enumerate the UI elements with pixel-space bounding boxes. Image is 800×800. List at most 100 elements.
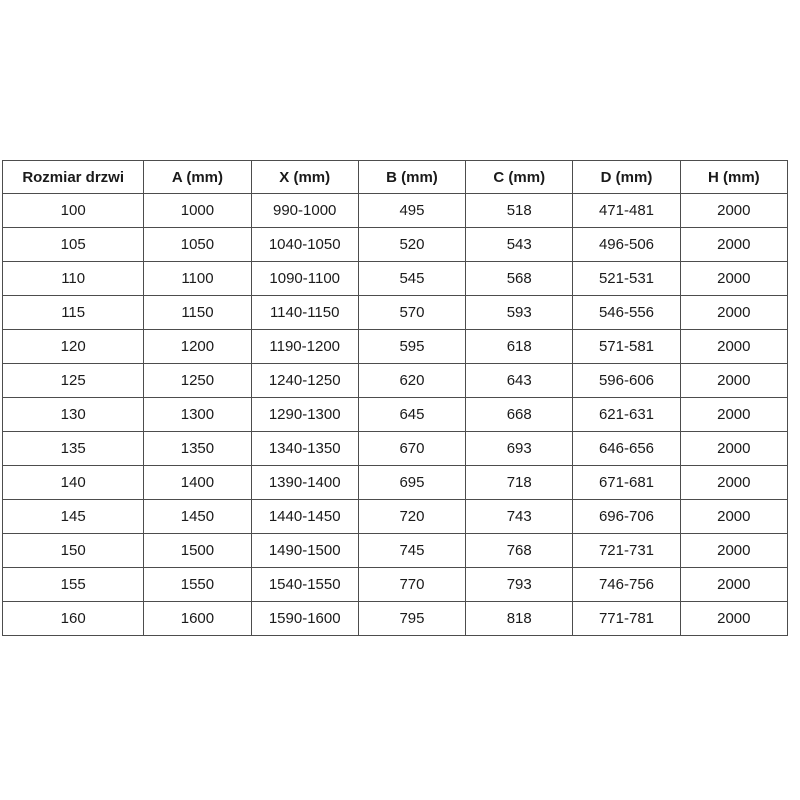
table-cell: 745 xyxy=(357,533,467,568)
table-cell: 545 xyxy=(357,261,467,296)
table-cell: 160 xyxy=(1,601,145,636)
table-cell: 570 xyxy=(357,295,467,330)
table-cell: 818 xyxy=(465,601,574,636)
table-cell: 593 xyxy=(465,295,574,330)
table-cell: 1090-1100 xyxy=(250,261,359,296)
table-cell: 620 xyxy=(357,363,467,398)
table-cell: 1150 xyxy=(143,295,252,330)
table-cell: 1540-1550 xyxy=(250,567,359,602)
table-cell: 596-606 xyxy=(572,363,681,398)
table-cell: 1450 xyxy=(143,499,252,534)
table-row: 145 1450 1440-1450 720 743 696-706 2000 xyxy=(1,499,789,534)
table-cell: 696-706 xyxy=(572,499,681,534)
table-cell: 1290-1300 xyxy=(250,397,359,432)
table-cell: 1000 xyxy=(143,193,252,228)
table-cell: 746-756 xyxy=(572,567,681,602)
table-cell: 100 xyxy=(1,193,145,228)
table-cell: 115 xyxy=(1,295,145,330)
table-cell: 795 xyxy=(357,601,467,636)
table-cell: 645 xyxy=(357,397,467,432)
table-cell: 1500 xyxy=(143,533,252,568)
table-row: 110 1100 1090-1100 545 568 521-531 2000 xyxy=(1,261,789,296)
table-cell: 571-581 xyxy=(572,329,681,364)
table-cell: 721-731 xyxy=(572,533,681,568)
table-cell: 568 xyxy=(465,261,574,296)
table-cell: 105 xyxy=(1,227,145,262)
table-cell: 2000 xyxy=(679,465,789,500)
table-row: 150 1500 1490-1500 745 768 721-731 2000 xyxy=(1,533,789,568)
column-header-d-mm: D (mm) xyxy=(572,160,681,194)
table-cell: 1190-1200 xyxy=(250,329,359,364)
column-header-h-mm: H (mm) xyxy=(679,160,789,194)
table-body: 100 1000 990-1000 495 518 471-481 2000 105 1050 1… xyxy=(1,193,789,636)
table-cell: 1600 xyxy=(143,601,252,636)
table-row: 140 1400 1390-1400 695 718 671-681 2000 xyxy=(1,465,789,500)
table-cell: 695 xyxy=(357,465,467,500)
table-cell: 668 xyxy=(465,397,574,432)
table-cell: 543 xyxy=(465,227,574,262)
table-cell: 1340-1350 xyxy=(250,431,359,466)
table-cell: 1300 xyxy=(143,397,252,432)
table-cell: 2000 xyxy=(679,295,789,330)
table-cell: 771-781 xyxy=(572,601,681,636)
table-cell: 155 xyxy=(1,567,145,602)
table-cell: 720 xyxy=(357,499,467,534)
table-row: 160 1600 1590-1600 795 818 771-781 2000 xyxy=(1,601,789,636)
table-cell: 621-631 xyxy=(572,397,681,432)
table-cell: 150 xyxy=(1,533,145,568)
column-header-x-mm: X (mm) xyxy=(250,160,359,194)
table-row: 100 1000 990-1000 495 518 471-481 2000 xyxy=(1,193,789,228)
table-cell: 125 xyxy=(1,363,145,398)
table-cell: 2000 xyxy=(679,431,789,466)
table-cell: 140 xyxy=(1,465,145,500)
table-cell: 120 xyxy=(1,329,145,364)
table-cell: 2000 xyxy=(679,533,789,568)
table-cell: 2000 xyxy=(679,499,789,534)
table-cell: 2000 xyxy=(679,227,789,262)
table-cell: 546-556 xyxy=(572,295,681,330)
table-cell: 1140-1150 xyxy=(250,295,359,330)
column-header-rozmiar-drzwi: Rozmiar drzwi xyxy=(1,160,145,194)
table-row: 115 1150 1140-1150 570 593 546-556 2000 xyxy=(1,295,789,330)
table-cell: 1350 xyxy=(143,431,252,466)
table-cell: 693 xyxy=(465,431,574,466)
table-cell: 990-1000 xyxy=(250,193,359,228)
table-cell: 768 xyxy=(465,533,574,568)
table-cell: 1490-1500 xyxy=(250,533,359,568)
table-cell: 718 xyxy=(465,465,574,500)
table-cell: 671-681 xyxy=(572,465,681,500)
table-row: 130 1300 1290-1300 645 668 621-631 2000 xyxy=(1,397,789,432)
column-header-b-mm: B (mm) xyxy=(357,160,467,194)
table-cell: 643 xyxy=(465,363,574,398)
table-cell: 1200 xyxy=(143,329,252,364)
table-cell: 2000 xyxy=(679,397,789,432)
column-header-a-mm: A (mm) xyxy=(143,160,252,194)
table-cell: 770 xyxy=(357,567,467,602)
table-cell: 595 xyxy=(357,329,467,364)
table-row: 105 1050 1040-1050 520 543 496-506 2000 xyxy=(1,227,789,262)
table-row: 155 1550 1540-1550 770 793 746-756 2000 xyxy=(1,567,789,602)
table-row: 135 1350 1340-1350 670 693 646-656 2000 xyxy=(1,431,789,466)
table-cell: 1550 xyxy=(143,567,252,602)
table-cell: 1440-1450 xyxy=(250,499,359,534)
table-cell: 1250 xyxy=(143,363,252,398)
door-size-table: Rozmiar drzwi A (mm) X (mm) B (mm) C (mm… xyxy=(1,160,789,636)
table-row: 120 1200 1190-1200 595 618 571-581 2000 xyxy=(1,329,789,364)
table-cell: 521-531 xyxy=(572,261,681,296)
header-row: Rozmiar drzwi A (mm) X (mm) B (mm) C (mm… xyxy=(1,160,789,194)
table-cell: 495 xyxy=(357,193,467,228)
table-cell: 1240-1250 xyxy=(250,363,359,398)
table-cell: 520 xyxy=(357,227,467,262)
table-cell: 1040-1050 xyxy=(250,227,359,262)
table-cell: 743 xyxy=(465,499,574,534)
table-cell: 518 xyxy=(465,193,574,228)
table-cell: 2000 xyxy=(679,193,789,228)
table-cell: 145 xyxy=(1,499,145,534)
table-cell: 1100 xyxy=(143,261,252,296)
table-cell: 2000 xyxy=(679,601,789,636)
table-cell: 2000 xyxy=(679,567,789,602)
table-cell: 471-481 xyxy=(572,193,681,228)
table-row: 125 1250 1240-1250 620 643 596-606 2000 xyxy=(1,363,789,398)
table-cell: 1590-1600 xyxy=(250,601,359,636)
